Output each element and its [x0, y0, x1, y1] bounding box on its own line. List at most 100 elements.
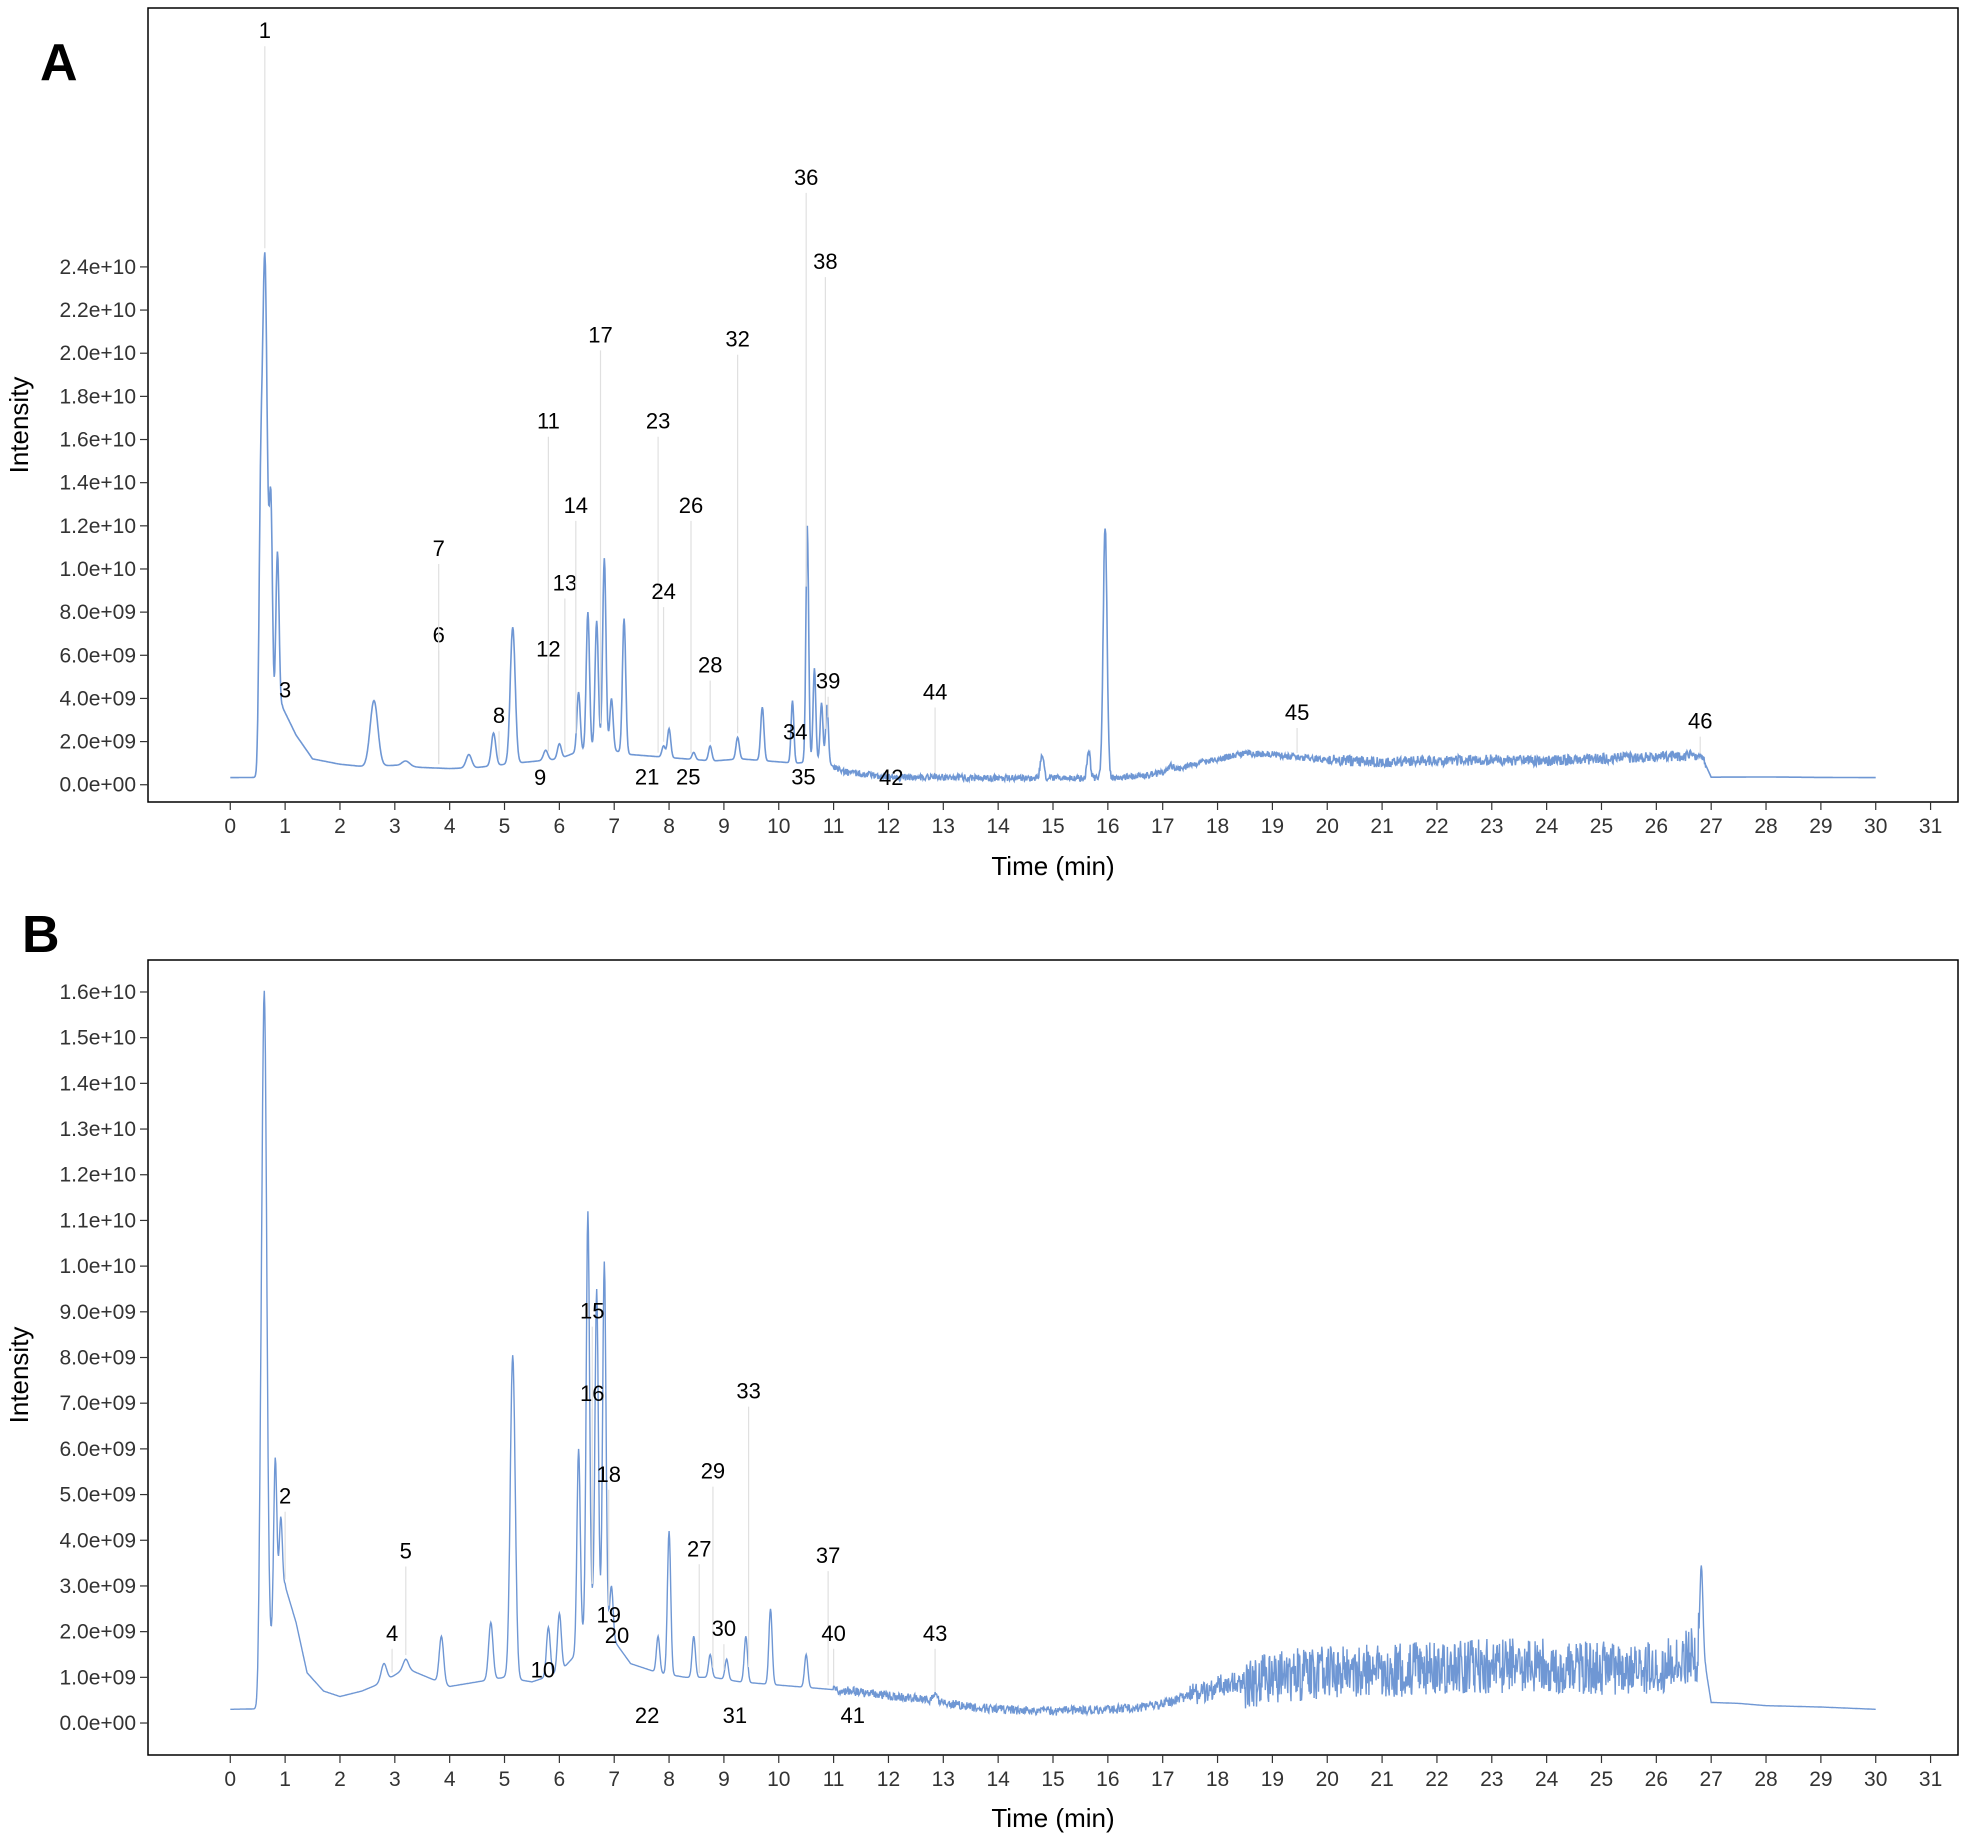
panel-a-x-tick-label: 16: [1096, 815, 1119, 838]
panel-a: A 0 1 2 3 4 5 6 7 8 9 10 11 12 13 14 15 16 17 18 19 20 21 22 23…: [4, 7, 1959, 881]
panel-b-y-tick-label: 1.1e+10: [60, 1209, 137, 1232]
panel-a-x-tick-label: 13: [932, 815, 955, 838]
peak-label: 23: [646, 409, 670, 434]
panel-b-x-tick-label: 21: [1370, 1768, 1393, 1791]
panel-a-x-tick-label: 29: [1809, 815, 1832, 838]
panel-a-x-tick-label: 27: [1700, 815, 1723, 838]
peak-label: 45: [1285, 700, 1309, 725]
panel-a-x-axis-title: Time (min): [991, 851, 1114, 881]
panel-b-y-tick-label: 1.0e+10: [60, 1255, 137, 1278]
panel-a-chromatogram-line: [230, 252, 1876, 784]
peak-label: 40: [821, 1621, 845, 1646]
peak-label: 34: [783, 719, 807, 744]
panel-a-x-tick-label: 15: [1041, 815, 1064, 838]
panel-b-y-tick-label: 0.0e+00: [60, 1712, 137, 1735]
panel-b-x-tick-label: 19: [1261, 1768, 1284, 1791]
panel-a-y-tick-label: 1.2e+10: [60, 515, 137, 538]
panel-a-x-tick-label: 23: [1480, 815, 1503, 838]
panel-a-x-tick-label: 30: [1864, 815, 1887, 838]
panel-a-x-tick-label: 2: [334, 815, 346, 838]
panel-a-y-ticks: 0.0e+00 2.0e+09 4.0e+09 6.0e+09 8.0e+09 1.0e+…: [60, 256, 148, 797]
peak-label: 32: [725, 327, 749, 352]
panel-b-x-tick-label: 22: [1425, 1768, 1448, 1791]
panel-a-y-tick-label: 2.0e+09: [60, 731, 137, 754]
peak-label: 29: [701, 1459, 725, 1484]
panel-b-y-tick-label: 1.0e+09: [60, 1666, 137, 1689]
panel-b-y-tick-label: 1.2e+10: [60, 1164, 137, 1187]
peak-label: 13: [553, 571, 577, 596]
peak-label: 31: [723, 1703, 747, 1728]
panel-a-x-tick-label: 24: [1535, 815, 1559, 838]
panel-a-x-tick-label: 7: [608, 815, 620, 838]
panel-a-x-tick-label: 9: [718, 815, 730, 838]
panel-b-x-tick-label: 2: [334, 1768, 346, 1791]
panel-a-x-tick-label: 20: [1316, 815, 1339, 838]
panel-b-y-tick-label: 4.0e+09: [60, 1529, 137, 1552]
peak-label: 1: [259, 18, 271, 43]
panel-b-y-ticks: 0.0e+00 1.0e+09 2.0e+09 3.0e+09 4.0e+09 5.0e+…: [60, 981, 148, 1735]
panel-a-y-axis-title: Intensity: [4, 377, 34, 474]
panel-b-x-ticks: 0 1 2 3 4 5 6 7 8 9 10 11 12 13 14 15 16 17 18 19 20 21 22 23 24…: [224, 1755, 1942, 1791]
panel-b-y-tick-label: 1.5e+10: [60, 1027, 137, 1050]
panel-b-x-tick-label: 7: [608, 1768, 620, 1791]
panel-b-x-tick-label: 0: [224, 1768, 236, 1791]
panel-a-x-tick-label: 11: [823, 815, 845, 838]
panel-a-letter: A: [40, 34, 78, 92]
panel-b-x-tick-label: 18: [1206, 1768, 1229, 1791]
panel-a-x-tick-label: 26: [1645, 815, 1668, 838]
peak-label: 21: [635, 765, 659, 790]
panel-a-y-tick-label: 2.2e+10: [60, 299, 137, 322]
panel-a-x-tick-label: 10: [767, 815, 790, 838]
peak-label: 15: [580, 1299, 604, 1324]
panel-a-x-tick-label: 22: [1425, 815, 1448, 838]
panel-b-y-tick-label: 5.0e+09: [60, 1484, 137, 1507]
peak-label: 38: [813, 249, 837, 274]
panel-a-x-tick-label: 0: [224, 815, 236, 838]
panel-a-y-tick-label: 1.8e+10: [60, 385, 137, 408]
panel-b-x-tick-label: 27: [1700, 1768, 1723, 1791]
panel-a-peak-labels: 1367891112131417212324252628323435363839…: [259, 18, 1713, 790]
panel-a-x-tick-label: 4: [444, 815, 456, 838]
panel-b-x-tick-label: 13: [932, 1768, 955, 1791]
peak-label: 17: [588, 322, 612, 347]
panel-a-x-ticks: 0 1 2 3 4 5 6 7 8 9 10 11 12 13 14 15 16 17 18 19 20 21 22 23 24…: [224, 802, 1942, 838]
panel-b-x-tick-label: 25: [1590, 1768, 1613, 1791]
peak-label: 19: [596, 1603, 620, 1628]
panel-b-y-tick-label: 3.0e+09: [60, 1575, 137, 1598]
panel-b-x-tick-label: 12: [877, 1768, 900, 1791]
peak-label: 35: [791, 765, 815, 790]
panel-b-x-tick-label: 4: [444, 1768, 456, 1791]
peak-label: 8: [493, 703, 505, 728]
peak-label: 39: [816, 669, 840, 694]
panel-a-x-tick-label: 25: [1590, 815, 1613, 838]
peak-label: 5: [400, 1539, 412, 1564]
panel-a-x-tick-label: 28: [1754, 815, 1777, 838]
panel-b-y-tick-label: 7.0e+09: [60, 1392, 137, 1415]
peak-label: 44: [923, 680, 947, 705]
panel-b-x-tick-label: 15: [1041, 1768, 1064, 1791]
peak-label: 3: [279, 677, 291, 702]
panel-b-x-tick-label: 31: [1919, 1768, 1942, 1791]
peak-label: 10: [531, 1657, 555, 1682]
peak-label: 9: [534, 765, 546, 790]
panel-b-y-tick-label: 1.6e+10: [60, 981, 137, 1004]
peak-label: 27: [687, 1536, 711, 1561]
panel-b-x-tick-label: 11: [823, 1768, 845, 1791]
panel-a-x-tick-label: 12: [877, 815, 900, 838]
panel-b-y-tick-label: 2.0e+09: [60, 1621, 137, 1644]
panel-b-x-tick-label: 24: [1535, 1768, 1559, 1791]
panel-a-x-tick-label: 21: [1370, 815, 1393, 838]
panel-a-y-tick-label: 0.0e+00: [60, 774, 137, 797]
peak-label: 4: [386, 1621, 398, 1646]
panel-a-x-tick-label: 18: [1206, 815, 1229, 838]
panel-a-x-tick-label: 31: [1919, 815, 1942, 838]
panel-a-x-tick-label: 1: [279, 815, 291, 838]
peak-label: 37: [816, 1543, 840, 1568]
panel-a-x-tick-label: 14: [986, 815, 1010, 838]
peak-label: 11: [537, 409, 560, 434]
peak-label: 30: [712, 1616, 736, 1641]
panel-a-x-tick-label: 3: [389, 815, 401, 838]
panel-b-x-tick-label: 5: [499, 1768, 511, 1791]
